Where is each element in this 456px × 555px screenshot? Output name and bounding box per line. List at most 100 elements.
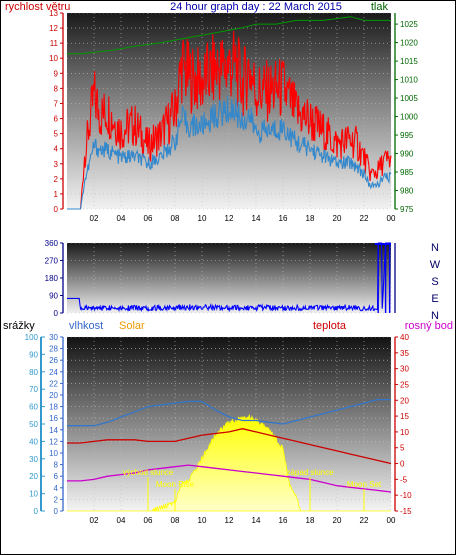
rain-tick-label: 90: [29, 350, 38, 359]
x-tick-label: 06: [144, 214, 153, 223]
x-tick-label: 14: [252, 214, 261, 223]
left-tick-label: 4: [54, 145, 59, 154]
wind-panel-background: [67, 13, 391, 209]
x-tick-label: 22: [360, 214, 369, 223]
right-tick-label: 1025: [400, 20, 418, 29]
rain-tick-label: 50: [29, 420, 38, 429]
x-tick-label: 00: [387, 516, 396, 525]
right-tick-label: 1015: [400, 57, 418, 66]
wind-panel-series: [67, 16, 392, 210]
humidity-tick-label: 22: [49, 379, 58, 388]
left-tick-label: 10: [49, 54, 58, 63]
wind-speed-label: rychlost větru: [5, 1, 70, 13]
humidity-tick-label: 4: [54, 484, 59, 493]
rain-tick-label: 0: [34, 507, 39, 516]
x-tick-label: 16: [279, 516, 288, 525]
temperature-tick-label: 0: [400, 460, 405, 469]
left-tick-label: 6: [54, 115, 59, 124]
humidity-tick-label: 14: [49, 426, 58, 435]
rain-tick-label: 20: [29, 472, 38, 481]
temperature-tick-label: 40: [400, 333, 409, 342]
solar-area: [67, 413, 391, 513]
compass-label: W: [430, 259, 441, 271]
annotation-label: Moon Rise: [156, 480, 195, 489]
rain-tick-label: 40: [29, 437, 38, 446]
rain-label: srážky: [3, 320, 35, 332]
direction-tick-label: 360: [45, 239, 59, 248]
humidity-tick-label: 12: [49, 437, 58, 446]
left-tick-label: 12: [49, 24, 58, 33]
compass-label: N: [431, 310, 439, 322]
x-tick-label: 02: [90, 516, 99, 525]
humidity-tick-label: 16: [49, 414, 58, 423]
rain-tick-label: 10: [29, 490, 38, 499]
solar-label: Solar: [119, 320, 145, 332]
humidity-tick-label: 6: [54, 472, 59, 481]
chart-title: 24 hour graph day : 22 March 2015: [170, 1, 342, 13]
x-tick-label: 02: [90, 214, 99, 223]
x-tick-label: 18: [306, 214, 315, 223]
temperature-tick-label: 20: [400, 396, 409, 405]
right-tick-label: 995: [400, 131, 414, 140]
x-tick-label: 16: [279, 214, 288, 223]
dewpoint-line: [67, 464, 392, 493]
right-tick-label: 1005: [400, 94, 418, 103]
x-tick-label: 04: [117, 214, 126, 223]
annotation-label: Moon Set: [347, 480, 382, 489]
right-tick-label: 1010: [400, 76, 418, 85]
pressure-label: tlak: [371, 1, 389, 13]
left-tick-label: 13: [49, 9, 58, 18]
temperature-tick-label: -10: [400, 491, 412, 500]
left-tick-label: 5: [54, 130, 59, 139]
x-tick-label: 20: [333, 516, 342, 525]
right-tick-label: 980: [400, 187, 414, 196]
x-tick-label: 08: [171, 214, 180, 223]
humidity-label: vlhkost: [69, 320, 103, 332]
wind-panel-axes: 0123456789101112139759809859909951000100…: [49, 9, 418, 223]
x-tick-label: 14: [252, 516, 261, 525]
pressure-line: [67, 16, 391, 55]
temp-panel-axes: 0102030405060708090100024681012141618202…: [25, 333, 412, 525]
direction-panel-series: [67, 242, 391, 313]
x-tick-label: 22: [360, 516, 369, 525]
humidity-tick-label: 20: [49, 391, 58, 400]
direction-tick-label: 90: [49, 292, 58, 301]
humidity-tick-label: 30: [49, 333, 58, 342]
dewpoint-label: rosný bod: [405, 320, 453, 332]
temperature-tick-label: 35: [400, 349, 409, 358]
x-tick-label: 12: [225, 214, 234, 223]
left-tick-label: 11: [50, 39, 59, 48]
right-tick-label: 985: [400, 168, 414, 177]
x-tick-label: 06: [144, 516, 153, 525]
left-tick-label: 8: [54, 84, 59, 93]
x-tick-label: 20: [333, 214, 342, 223]
humidity-tick-label: 18: [49, 403, 58, 412]
left-tick-label: 9: [54, 69, 59, 78]
humidity-tick-label: 24: [49, 368, 58, 377]
temp-panel-series: východ slunce Moon Rise západ slunce Moon S…: [67, 398, 392, 513]
left-tick-label: 3: [54, 160, 59, 169]
left-tick-label: 0: [54, 205, 59, 214]
humidity-tick-label: 10: [49, 449, 58, 458]
temperature-label: teplota: [313, 320, 347, 332]
x-tick-label: 00: [387, 214, 396, 223]
x-tick-label: 12: [225, 516, 234, 525]
rain-tick-label: 100: [25, 333, 39, 342]
humidity-tick-label: 28: [49, 345, 58, 354]
right-tick-label: 1000: [400, 113, 418, 122]
wind-direction-line: [67, 242, 391, 313]
rain-tick-label: 80: [29, 368, 38, 377]
direction-tick-label: 180: [45, 274, 59, 283]
temperature-tick-label: 15: [400, 412, 409, 421]
temperature-tick-label: 25: [400, 380, 409, 389]
temperature-tick-label: -15: [400, 507, 412, 516]
right-tick-label: 975: [400, 205, 414, 214]
humidity-tick-label: 8: [54, 461, 59, 470]
wind-panel-grid: [67, 12, 392, 210]
rain-tick-label: 60: [29, 403, 38, 412]
right-tick-label: 1020: [400, 39, 418, 48]
temperature-tick-label: 30: [400, 365, 409, 374]
wind-average-line: [67, 95, 392, 210]
direction-tick-label: 270: [45, 257, 59, 266]
direction-panel-background: [67, 243, 391, 313]
